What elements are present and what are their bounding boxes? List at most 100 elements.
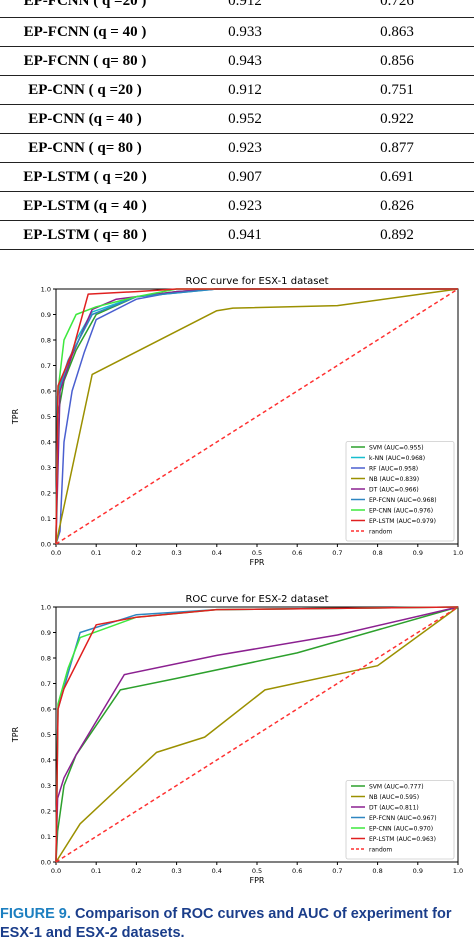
esx1-cell: 0.952 <box>170 104 320 134</box>
legend-box <box>345 441 455 542</box>
esx2-cell-text: 0.691 <box>380 168 414 185</box>
esx2-cell-text: 0.922 <box>380 110 414 127</box>
roc-chart-esx1: ROC curve for ESX-1 dataset 0.0 0.1 0.2 0.3 0… <box>11 276 463 567</box>
legend-label: DT (AUC=0.811) <box>369 805 419 812</box>
esx2-cell-text: 0.726 <box>380 0 414 9</box>
x-axis-label: FPR <box>250 876 265 885</box>
x-tick-label: 0.4 <box>212 549 222 557</box>
y-tick-label: 0.5 <box>41 731 51 739</box>
x-tick-label: 0.7 <box>332 867 342 875</box>
y-tick-label: 0.6 <box>41 706 51 714</box>
x-tick-label: 0.5 <box>252 867 262 875</box>
roc-chart-esx2: ROC curve for ESX-2 dataset 0.0 0.1 0.2 0.3 0… <box>11 594 463 885</box>
x-tick-label: 0.8 <box>372 867 382 875</box>
y-tick-label: 0.7 <box>41 362 51 370</box>
x-axis-label: FPR <box>250 558 265 567</box>
y-axis-label: TPR <box>11 726 20 743</box>
esx1-cell-text: 0.907 <box>228 168 262 185</box>
model-cell-text: EP-FCNN ( q =20 ) <box>23 0 147 9</box>
series-line-1 <box>55 606 459 863</box>
model-cell-text: EP-CNN ( q= 80 ) <box>28 139 142 156</box>
y-tick-label: 0.0 <box>41 541 51 549</box>
model-cell: EP-CNN ( q= 80 ) <box>0 133 170 163</box>
table-row: EP-CNN ( q= 80 ) 0.923 0.877 <box>0 133 474 163</box>
model-cell: EP-LSTM ( q= 80 ) <box>0 220 170 250</box>
x-tick-label: 0.2 <box>131 549 141 557</box>
esx1-cell: 0.923 <box>170 133 320 163</box>
y-tick-label: 0.4 <box>41 439 51 447</box>
esx2-cell: 0.922 <box>320 104 474 134</box>
x-tick-label: 0.7 <box>332 549 342 557</box>
esx2-cell: 0.863 <box>320 17 474 47</box>
esx1-cell: 0.941 <box>170 220 320 250</box>
x-tick-label: 0.1 <box>91 867 101 875</box>
x-tick-label: 0.1 <box>91 549 101 557</box>
esx2-cell-text: 0.856 <box>380 52 414 69</box>
esx1-cell: 0.923 <box>170 191 320 221</box>
esx1-cell-text: 0.923 <box>228 197 262 214</box>
chart-title: ROC curve for ESX-1 dataset <box>185 276 328 287</box>
model-cell-text: EP-FCNN ( q= 80 ) <box>23 52 147 69</box>
series-line-4 <box>55 288 459 545</box>
y-tick-label: 0.5 <box>41 413 51 421</box>
legend-label: EP-CNN (AUC=0.976) <box>369 508 433 515</box>
table-row: EP-FCNN ( q =20 ) 0.912 0.726 <box>0 0 474 18</box>
series-line-8 <box>55 288 458 545</box>
model-cell: EP-FCNN ( q= 80 ) <box>0 46 170 76</box>
table-row: EP-LSTM (q = 40 ) 0.923 0.826 <box>0 191 474 221</box>
esx2-cell: 0.691 <box>320 162 474 192</box>
x-tick-label: 0.9 <box>413 867 423 875</box>
legend-label: random <box>369 847 392 854</box>
esx2-cell: 0.892 <box>320 220 474 250</box>
model-cell: EP-FCNN ( q =20 ) <box>0 0 170 18</box>
series-line-7 <box>55 606 459 863</box>
esx1-cell-text: 0.943 <box>228 52 262 69</box>
model-cell-text: EP-CNN (q = 40 ) <box>28 110 142 127</box>
y-tick-label: 0.3 <box>41 464 51 472</box>
x-tick-label: 0.2 <box>131 867 141 875</box>
esx2-cell: 0.877 <box>320 133 474 163</box>
legend-label: SVM (AUC=0.777) <box>369 784 424 791</box>
table-row: EP-FCNN ( q= 80 ) 0.943 0.856 <box>0 46 474 76</box>
esx2-cell-text: 0.826 <box>380 197 414 214</box>
esx2-cell: 0.856 <box>320 46 474 76</box>
esx1-cell: 0.933 <box>170 17 320 47</box>
x-tick-label: 0.0 <box>51 867 61 875</box>
esx1-cell-text: 0.952 <box>228 110 262 127</box>
esx1-cell: 0.912 <box>170 0 320 18</box>
x-tick-label: 0.6 <box>292 549 302 557</box>
legend-label: EP-CNN (AUC=0.970) <box>369 826 433 833</box>
table-row: EP-LSTM ( q= 80 ) 0.941 0.892 <box>0 220 474 250</box>
esx1-cell-text: 0.912 <box>228 81 262 98</box>
table-row: EP-FCNN (q = 40 ) 0.933 0.863 <box>0 17 474 47</box>
x-tick-label: 0.0 <box>51 549 61 557</box>
x-tick-label: 0.9 <box>413 549 423 557</box>
esx1-cell: 0.943 <box>170 46 320 76</box>
legend-label: EP-LSTM (AUC=0.963) <box>369 836 436 843</box>
esx2-cell: 0.826 <box>320 191 474 221</box>
model-cell: EP-LSTM (q = 40 ) <box>0 191 170 221</box>
esx2-cell-text: 0.892 <box>380 226 414 243</box>
esx2-cell-text: 0.751 <box>380 81 414 98</box>
series-line-9 <box>55 288 459 545</box>
table-row: EP-CNN ( q =20 ) 0.912 0.751 <box>0 75 474 105</box>
legend-label: random <box>369 529 392 536</box>
series-line-6 <box>55 606 459 863</box>
y-tick-label: 0.3 <box>41 782 51 790</box>
figure-caption: FIGURE 9. Comparison of ROC curves and A… <box>0 905 474 943</box>
x-tick-label: 0.3 <box>171 867 181 875</box>
legend-label: EP-FCNN (AUC=0.967) <box>369 815 437 822</box>
legend-label: NB (AUC=0.595) <box>369 794 419 801</box>
series-line-2 <box>55 606 459 863</box>
y-tick-label: 0.9 <box>41 629 51 637</box>
esx1-cell: 0.912 <box>170 75 320 105</box>
y-tick-label: 0.8 <box>41 655 51 663</box>
esx1-cell-text: 0.912 <box>228 0 262 9</box>
esx1-cell: 0.907 <box>170 162 320 192</box>
model-cell-text: EP-CNN ( q =20 ) <box>28 81 142 98</box>
x-tick-label: 0.5 <box>252 549 262 557</box>
y-tick-label: 0.1 <box>41 833 51 841</box>
model-cell-text: EP-LSTM ( q =20 ) <box>23 168 147 185</box>
legend-label: EP-LSTM (AUC=0.979) <box>369 518 436 525</box>
esx1-cell-text: 0.933 <box>228 23 262 40</box>
